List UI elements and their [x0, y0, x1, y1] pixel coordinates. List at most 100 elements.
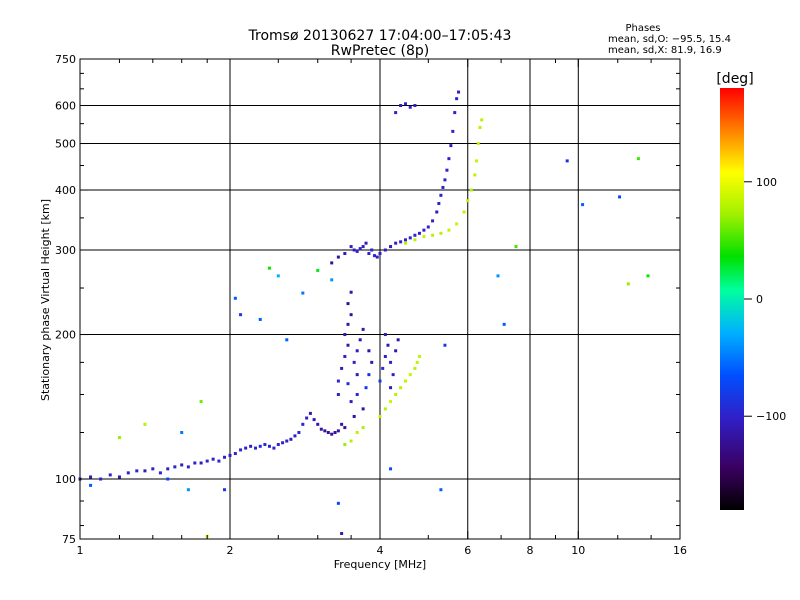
data-point	[223, 455, 227, 459]
chart-subtitle: RwPretec (8p)	[331, 43, 429, 59]
phases-o-mode: mean, sd,O: −95.5, 15.4	[608, 34, 731, 45]
x-tick-label: 6	[464, 544, 471, 557]
data-point	[319, 427, 323, 431]
data-point	[389, 467, 393, 471]
data-point	[340, 366, 344, 370]
data-point	[253, 446, 257, 450]
data-point	[383, 333, 387, 337]
data-point	[343, 333, 347, 337]
data-point	[455, 222, 459, 226]
data-point	[646, 274, 650, 278]
data-point	[417, 231, 421, 235]
data-point	[349, 245, 353, 249]
data-point	[143, 469, 147, 473]
data-point	[581, 203, 585, 207]
data-point	[437, 201, 441, 205]
data-point	[326, 431, 330, 435]
data-point	[431, 219, 435, 223]
colorbar-ticks: −100 0 100	[744, 176, 786, 423]
data-point	[349, 400, 353, 404]
data-point	[355, 393, 359, 397]
data-point	[439, 231, 443, 235]
data-point	[383, 354, 387, 358]
data-point	[352, 248, 356, 252]
data-point	[367, 349, 371, 353]
data-point	[445, 168, 449, 172]
data-point	[205, 459, 209, 463]
data-point	[346, 302, 350, 306]
data-point	[293, 434, 297, 438]
data-point	[415, 360, 419, 364]
data-point	[408, 105, 412, 109]
plot-frame	[79, 58, 681, 540]
data-point	[364, 241, 368, 245]
colorbar-tick-label: 100	[756, 176, 777, 189]
data-point	[223, 488, 227, 492]
data-point	[330, 261, 334, 265]
data-point	[186, 488, 190, 492]
data-point	[361, 426, 365, 430]
data-point	[258, 317, 262, 321]
data-point	[343, 354, 347, 358]
chart-title: Tromsø 20130627 17:04:00–17:05:43	[248, 28, 512, 44]
data-point	[263, 443, 267, 447]
data-point	[297, 431, 301, 435]
data-point	[126, 471, 130, 475]
data-point	[228, 453, 232, 457]
data-point	[316, 268, 320, 272]
data-point	[199, 400, 203, 404]
data-point	[476, 142, 480, 146]
y-tick-label: 75	[62, 533, 76, 546]
data-point	[330, 432, 334, 436]
data-point	[343, 426, 347, 430]
data-point	[378, 414, 382, 418]
data-point	[383, 248, 387, 252]
data-point	[413, 233, 417, 237]
data-point	[358, 247, 362, 251]
data-point	[626, 282, 630, 286]
data-point	[267, 266, 271, 270]
data-point	[394, 111, 398, 115]
data-point	[249, 444, 253, 448]
data-point	[370, 360, 374, 364]
data-point	[346, 382, 350, 386]
data-point	[422, 235, 426, 239]
data-point	[361, 407, 365, 411]
data-point	[281, 441, 285, 445]
data-point	[502, 322, 506, 326]
data-point	[239, 448, 243, 452]
data-point	[180, 431, 184, 435]
data-point	[370, 248, 374, 252]
colorbar	[720, 88, 744, 510]
data-point	[89, 475, 93, 479]
data-point	[453, 111, 457, 115]
x-tick-label: 2	[227, 544, 234, 557]
data-point	[89, 483, 93, 487]
data-point	[258, 444, 262, 448]
data-point	[455, 97, 459, 101]
colorbar-label: [deg]	[716, 71, 753, 87]
data-point	[186, 465, 190, 469]
data-point	[355, 431, 359, 435]
data-point	[399, 240, 403, 244]
data-point	[378, 252, 382, 256]
colorbar-tick-label: −100	[756, 410, 786, 423]
grid-lines	[80, 59, 680, 539]
data-point	[276, 274, 280, 278]
data-point	[316, 422, 320, 426]
data-point	[386, 343, 390, 347]
data-point	[199, 461, 203, 465]
data-point	[408, 373, 412, 377]
data-point	[336, 501, 340, 505]
data-point	[301, 291, 305, 295]
data-point	[373, 254, 377, 258]
x-tick-label: 16	[673, 544, 687, 557]
data-point	[173, 465, 177, 469]
data-point	[117, 475, 121, 479]
data-point	[346, 322, 350, 326]
data-point	[478, 125, 482, 129]
data-point	[399, 386, 403, 390]
data-point	[343, 443, 347, 447]
data-point	[431, 233, 435, 237]
y-axis-label: Stationary phase Virtual Height [km]	[39, 199, 52, 401]
